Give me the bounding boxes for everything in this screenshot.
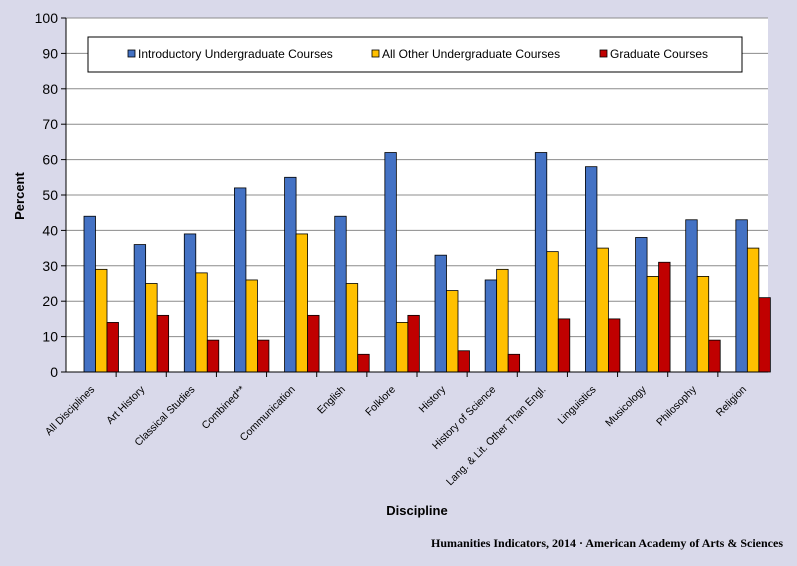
bar bbox=[446, 290, 459, 373]
legend-swatch bbox=[127, 49, 136, 58]
bar bbox=[245, 279, 258, 373]
bar bbox=[596, 247, 609, 373]
y-tick-label: 10 bbox=[42, 329, 58, 345]
x-tick-label: English bbox=[315, 384, 348, 417]
axes bbox=[61, 17, 768, 377]
bar bbox=[83, 215, 96, 373]
bar bbox=[234, 187, 247, 373]
bar bbox=[407, 314, 420, 373]
x-tick-label: Lang. & Lit. Other Than Engl. bbox=[444, 384, 549, 489]
x-tick-label: Musicology bbox=[603, 383, 649, 429]
bar bbox=[646, 276, 659, 373]
bar bbox=[708, 339, 721, 373]
y-tick-label: 40 bbox=[42, 222, 58, 238]
bar bbox=[183, 233, 197, 373]
y-tick-label: 70 bbox=[42, 116, 58, 132]
bar bbox=[546, 251, 559, 373]
bar bbox=[133, 244, 147, 373]
bar bbox=[384, 152, 397, 373]
bar bbox=[434, 254, 447, 373]
x-tick-label: Art History bbox=[104, 383, 148, 427]
y-tick-label: 60 bbox=[42, 152, 58, 168]
legend-label: All Other Undergraduate Courses bbox=[382, 47, 560, 61]
x-tick-label: Religion bbox=[714, 384, 749, 419]
y-tick-label: 20 bbox=[42, 293, 58, 309]
bar bbox=[206, 339, 220, 373]
legend-label: Graduate Courses bbox=[610, 47, 708, 61]
bar bbox=[534, 152, 548, 373]
legend-swatch bbox=[599, 49, 608, 58]
y-tick-label: 90 bbox=[42, 45, 58, 61]
bar bbox=[195, 272, 208, 373]
legend-swatch bbox=[371, 49, 380, 58]
bar bbox=[635, 237, 648, 373]
y-tick-label: 100 bbox=[35, 10, 59, 26]
bar bbox=[685, 219, 698, 373]
bar bbox=[145, 283, 158, 373]
bar bbox=[758, 297, 771, 373]
bar bbox=[345, 283, 359, 373]
bar bbox=[284, 176, 297, 373]
bar bbox=[484, 279, 498, 373]
bar bbox=[357, 353, 370, 373]
bar bbox=[457, 350, 470, 373]
y-tick-labels: 0 10 20 30 40 50 60 70 80 90 100 bbox=[35, 10, 59, 380]
y-tick-label: 0 bbox=[50, 364, 58, 380]
y-axis-label: Percent bbox=[12, 171, 27, 219]
bar bbox=[746, 247, 760, 373]
bar bbox=[295, 233, 308, 373]
x-tick-label: Linguistics bbox=[555, 384, 598, 427]
source-credit: Humanities Indicators, 2014 · American A… bbox=[431, 536, 783, 550]
x-tick-label: Folklore bbox=[363, 384, 398, 419]
bar bbox=[395, 322, 409, 373]
bar bbox=[106, 322, 119, 373]
bar bbox=[334, 215, 347, 373]
bar bbox=[585, 166, 598, 373]
bar bbox=[257, 339, 270, 373]
bar bbox=[156, 314, 170, 373]
x-tick-label: Philosophy bbox=[654, 383, 699, 428]
bar bbox=[95, 268, 108, 373]
bar bbox=[307, 314, 320, 373]
bar bbox=[735, 219, 748, 373]
legend-box bbox=[87, 36, 743, 73]
x-tick-label: Combined** bbox=[200, 384, 248, 432]
bar bbox=[696, 276, 710, 373]
bar bbox=[658, 261, 671, 373]
legend: Introductory Undergraduate Courses All Ot… bbox=[87, 36, 743, 73]
y-tick-label: 30 bbox=[42, 258, 58, 274]
legend-label: Introductory Undergraduate Courses bbox=[138, 47, 333, 61]
y-tick-label: 80 bbox=[42, 81, 58, 97]
x-tick-label: History bbox=[417, 383, 449, 415]
x-tick-label: All Disciplines bbox=[43, 384, 97, 438]
y-tick-label: 50 bbox=[42, 187, 58, 203]
bar bbox=[557, 318, 571, 373]
x-axis-label: Discipline bbox=[386, 503, 447, 518]
bar bbox=[507, 353, 521, 373]
bar bbox=[496, 268, 509, 373]
bar bbox=[608, 318, 621, 373]
